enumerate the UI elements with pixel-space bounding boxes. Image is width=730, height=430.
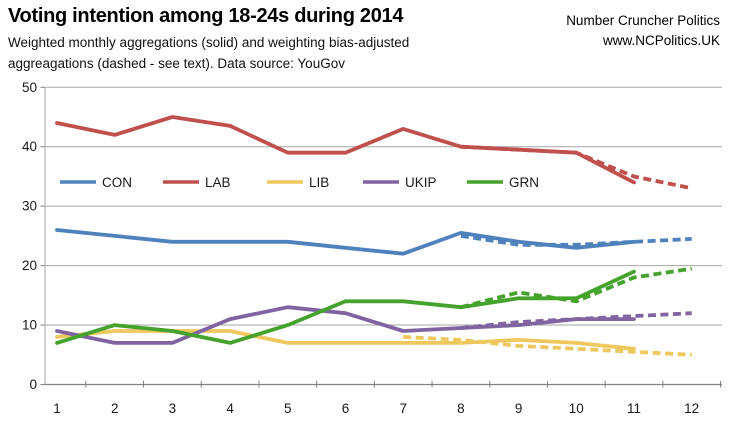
brand-name: Number Cruncher Politics bbox=[566, 13, 720, 28]
x-tick-label: 9 bbox=[515, 401, 523, 416]
series-lab bbox=[55, 115, 636, 185]
subtitle-line-2: aggreagations (dashed - see text). Data … bbox=[8, 55, 345, 71]
brand-block: Number Cruncher Politics www.NCPolitics.… bbox=[566, 11, 720, 51]
x-tick-label: 4 bbox=[226, 401, 234, 416]
y-tick-label: 50 bbox=[22, 80, 37, 95]
series-lab-bias-adjusted bbox=[460, 144, 693, 191]
y-tick-label: 0 bbox=[29, 377, 37, 392]
chart-subtitle: Weighted monthly aggregations (solid) an… bbox=[8, 33, 409, 74]
y-tick-label: 40 bbox=[22, 139, 37, 154]
x-tick-label: 10 bbox=[569, 401, 584, 416]
x-tick-label: 3 bbox=[169, 401, 177, 416]
x-tick-label: 11 bbox=[627, 401, 641, 416]
y-tick-label: 20 bbox=[22, 258, 37, 273]
series-ukip bbox=[55, 305, 636, 345]
page-title: Voting intention among 18-24s during 201… bbox=[8, 5, 404, 27]
x-tick-label: 7 bbox=[399, 401, 407, 416]
x-tick-label: 1 bbox=[53, 401, 61, 416]
legend-label-lib: LIB bbox=[309, 175, 329, 190]
x-tick-label: 2 bbox=[111, 401, 119, 416]
series-con-bias-adjusted bbox=[460, 234, 692, 247]
brand-url: www.NCPolitics.UK bbox=[602, 33, 720, 48]
series-grn-bias-adjusted bbox=[460, 266, 692, 310]
series-con bbox=[55, 228, 636, 256]
series-lib bbox=[55, 329, 636, 351]
x-tick-label: 5 bbox=[284, 401, 292, 416]
legend-label-lab: LAB bbox=[205, 175, 231, 190]
series-ukip-bias-adjusted bbox=[460, 311, 692, 330]
y-tick-label: 30 bbox=[22, 199, 37, 214]
legend-label-grn: GRN bbox=[509, 175, 539, 190]
x-tick-label: 6 bbox=[342, 401, 350, 416]
subtitle-line-1: Weighted monthly aggregations (solid) an… bbox=[8, 35, 410, 50]
series-grn bbox=[55, 269, 636, 345]
y-tick-label: 10 bbox=[22, 318, 37, 333]
legend-label-ukip: UKIP bbox=[405, 175, 437, 190]
x-tick-label: 12 bbox=[684, 401, 699, 416]
legend-label-con: CON bbox=[102, 175, 132, 190]
series-lib-bias-adjusted bbox=[403, 335, 692, 357]
x-tick-label: 8 bbox=[457, 401, 465, 416]
